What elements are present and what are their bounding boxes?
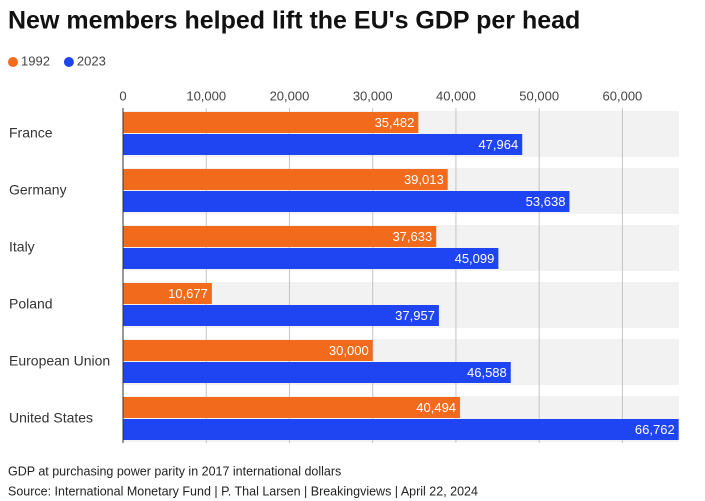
y-tick-label: Germany: [9, 182, 67, 198]
source: Source: International Monetary Fund | P.…: [8, 484, 478, 498]
value-label: 35,482: [375, 115, 415, 130]
x-tick-label: 10,000: [186, 88, 226, 103]
x-tick-label: 60,000: [603, 88, 643, 103]
value-label: 46,588: [467, 365, 507, 380]
value-label: 10,677: [168, 286, 208, 301]
bar: [123, 397, 461, 418]
note: GDP at purchasing power parity in 2017 i…: [8, 464, 341, 478]
legend-swatch: [8, 57, 18, 67]
bar: [123, 134, 523, 155]
x-tick-label: 0: [119, 88, 126, 103]
bar: [123, 419, 679, 440]
legend-swatch: [63, 57, 74, 67]
value-label: 30,000: [329, 343, 369, 358]
value-label: 37,633: [392, 229, 432, 244]
x-tick-label: 30,000: [353, 88, 393, 103]
value-label: 53,638: [526, 194, 566, 209]
bar: [123, 169, 448, 190]
y-tick-label: European Union: [9, 353, 110, 369]
y-tick-label: Italy: [9, 239, 35, 255]
bar: [123, 305, 439, 326]
bar: [123, 248, 499, 269]
chart-title: New members helped lift the EU's GDP per…: [8, 7, 580, 35]
legend-label: 2023: [77, 53, 106, 68]
y-tick-label: Poland: [9, 296, 53, 312]
x-tick-label: 50,000: [519, 88, 559, 103]
y-tick-label: France: [9, 125, 53, 141]
bar: [123, 340, 373, 361]
value-label: 66,762: [635, 422, 675, 437]
value-label: 45,099: [455, 251, 495, 266]
bar: [123, 112, 419, 133]
value-label: 39,013: [404, 172, 444, 187]
legend-label: 1992: [21, 53, 50, 68]
bar: [123, 283, 212, 304]
x-tick-label: 40,000: [436, 88, 476, 103]
bar: [123, 362, 511, 383]
value-label: 40,494: [416, 400, 456, 415]
value-label: 47,964: [478, 137, 518, 152]
bar: [123, 191, 570, 212]
y-tick-label: United States: [9, 410, 93, 426]
x-tick-label: 20,000: [270, 88, 310, 103]
bar: [123, 226, 437, 247]
value-label: 37,957: [395, 308, 435, 323]
